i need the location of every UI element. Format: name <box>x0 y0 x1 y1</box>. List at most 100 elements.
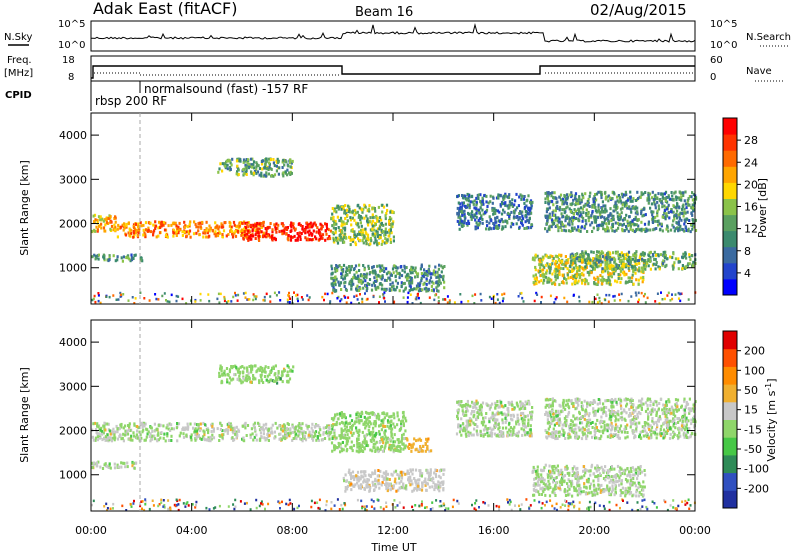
scatter-cell <box>380 242 383 246</box>
scatter-cell <box>391 427 394 431</box>
scatter-cell <box>276 378 279 381</box>
scatter-cell <box>278 437 281 441</box>
scatter-cell <box>411 482 414 486</box>
scatter-cell <box>290 225 293 229</box>
scatter-cell <box>242 424 245 428</box>
scatter-cell <box>359 446 363 450</box>
scatter-cell <box>335 277 338 281</box>
scatter-cell <box>355 416 358 420</box>
scatter-cell <box>386 489 389 493</box>
scatter-cell <box>349 238 352 242</box>
scatter-cell <box>186 427 190 431</box>
scatter-cell <box>257 234 261 238</box>
scatter-cell <box>405 484 408 488</box>
scatter-cell <box>265 232 268 235</box>
scatter-cell <box>492 196 495 200</box>
scatter-cell <box>323 437 327 440</box>
scatter-cell <box>594 261 597 265</box>
scatter-cell <box>582 216 585 220</box>
scatter-cell <box>199 436 202 440</box>
scatter-cell <box>366 282 369 286</box>
scatter-cell <box>378 440 381 444</box>
scatter-cell <box>657 253 660 257</box>
scatter-cell <box>125 224 128 227</box>
scatter-cell <box>369 486 372 489</box>
scatter-cell <box>351 483 354 487</box>
scatter-cell <box>650 202 653 206</box>
scatter-cell <box>186 225 189 229</box>
scatter-cell <box>366 219 369 223</box>
scatter-cell <box>637 282 640 286</box>
scatter-cell <box>462 220 465 224</box>
scatter-cell <box>326 227 329 231</box>
scatter-cell <box>227 373 230 377</box>
scatter-cell <box>396 272 399 276</box>
scatter-cell <box>359 486 362 490</box>
scatter-cell <box>502 220 505 224</box>
scatter-cell <box>391 281 394 285</box>
scatter-cell <box>322 431 325 435</box>
scatter-cell <box>641 280 644 284</box>
scatter-cell <box>183 226 186 229</box>
scatter-cell <box>338 238 341 242</box>
scatter-cell <box>533 258 536 262</box>
scatter-cell <box>675 221 678 225</box>
scatter-cell <box>157 438 160 442</box>
scatter-cell <box>571 202 574 206</box>
scatter-cell <box>331 291 334 295</box>
scatter-cell <box>364 279 367 283</box>
scatter-cell <box>105 464 108 468</box>
scatter-cell <box>435 275 438 279</box>
scatter-cell <box>306 237 309 241</box>
scatter-cell <box>691 198 694 202</box>
scatter-cell <box>107 422 110 426</box>
scatter-cell <box>133 466 136 470</box>
scatter-cell <box>166 434 169 438</box>
scatter-cell <box>629 220 632 224</box>
scatter-cell <box>691 206 694 210</box>
scatter-cell <box>290 221 293 225</box>
scatter-cell <box>684 190 687 194</box>
scatter-cell <box>280 427 283 431</box>
scatter-cell <box>376 232 379 236</box>
scatter-cell <box>398 271 401 275</box>
scatter-cell <box>362 480 365 484</box>
scatter-cell <box>120 465 123 469</box>
scatter-cell <box>257 164 260 168</box>
scatter-cell <box>225 159 229 163</box>
scatter-cell <box>490 219 493 223</box>
scatter-cell <box>394 274 397 278</box>
scatter-cell <box>379 234 382 237</box>
scatter-cell <box>382 223 385 227</box>
scatter-cell <box>389 278 392 282</box>
scatter-cell <box>411 278 414 282</box>
scatter-cell <box>371 412 374 416</box>
scatter-cell <box>343 240 346 244</box>
scatter-cell <box>373 471 377 475</box>
scatter-cell <box>633 217 637 221</box>
scatter-cell <box>290 171 293 175</box>
scatter-cell <box>144 422 147 426</box>
scatter-cell <box>194 222 197 226</box>
scatter-cell <box>281 232 284 236</box>
scatter-cell <box>490 227 493 231</box>
scatter-cell <box>613 229 616 233</box>
scatter-cell <box>380 419 383 423</box>
scatter-cell <box>635 223 638 227</box>
scatter-cell <box>592 250 595 254</box>
scatter-cell <box>154 429 157 433</box>
scatter-cell <box>539 266 542 270</box>
scatter-cell <box>545 263 548 267</box>
scatter-cell <box>154 224 158 228</box>
scatter-cell <box>580 253 583 256</box>
scatter-cell <box>229 161 232 165</box>
scatter-cell <box>372 271 375 275</box>
scatter-cell <box>554 213 557 217</box>
scatter-cell <box>272 379 276 383</box>
scatter-cell <box>334 219 337 223</box>
scatter-cell <box>439 281 442 285</box>
nsearch-tick-bottom: 10^0 <box>710 40 737 51</box>
scatter-cell <box>315 424 318 428</box>
scatter-cell <box>617 273 620 276</box>
scatter-cell <box>475 215 478 219</box>
